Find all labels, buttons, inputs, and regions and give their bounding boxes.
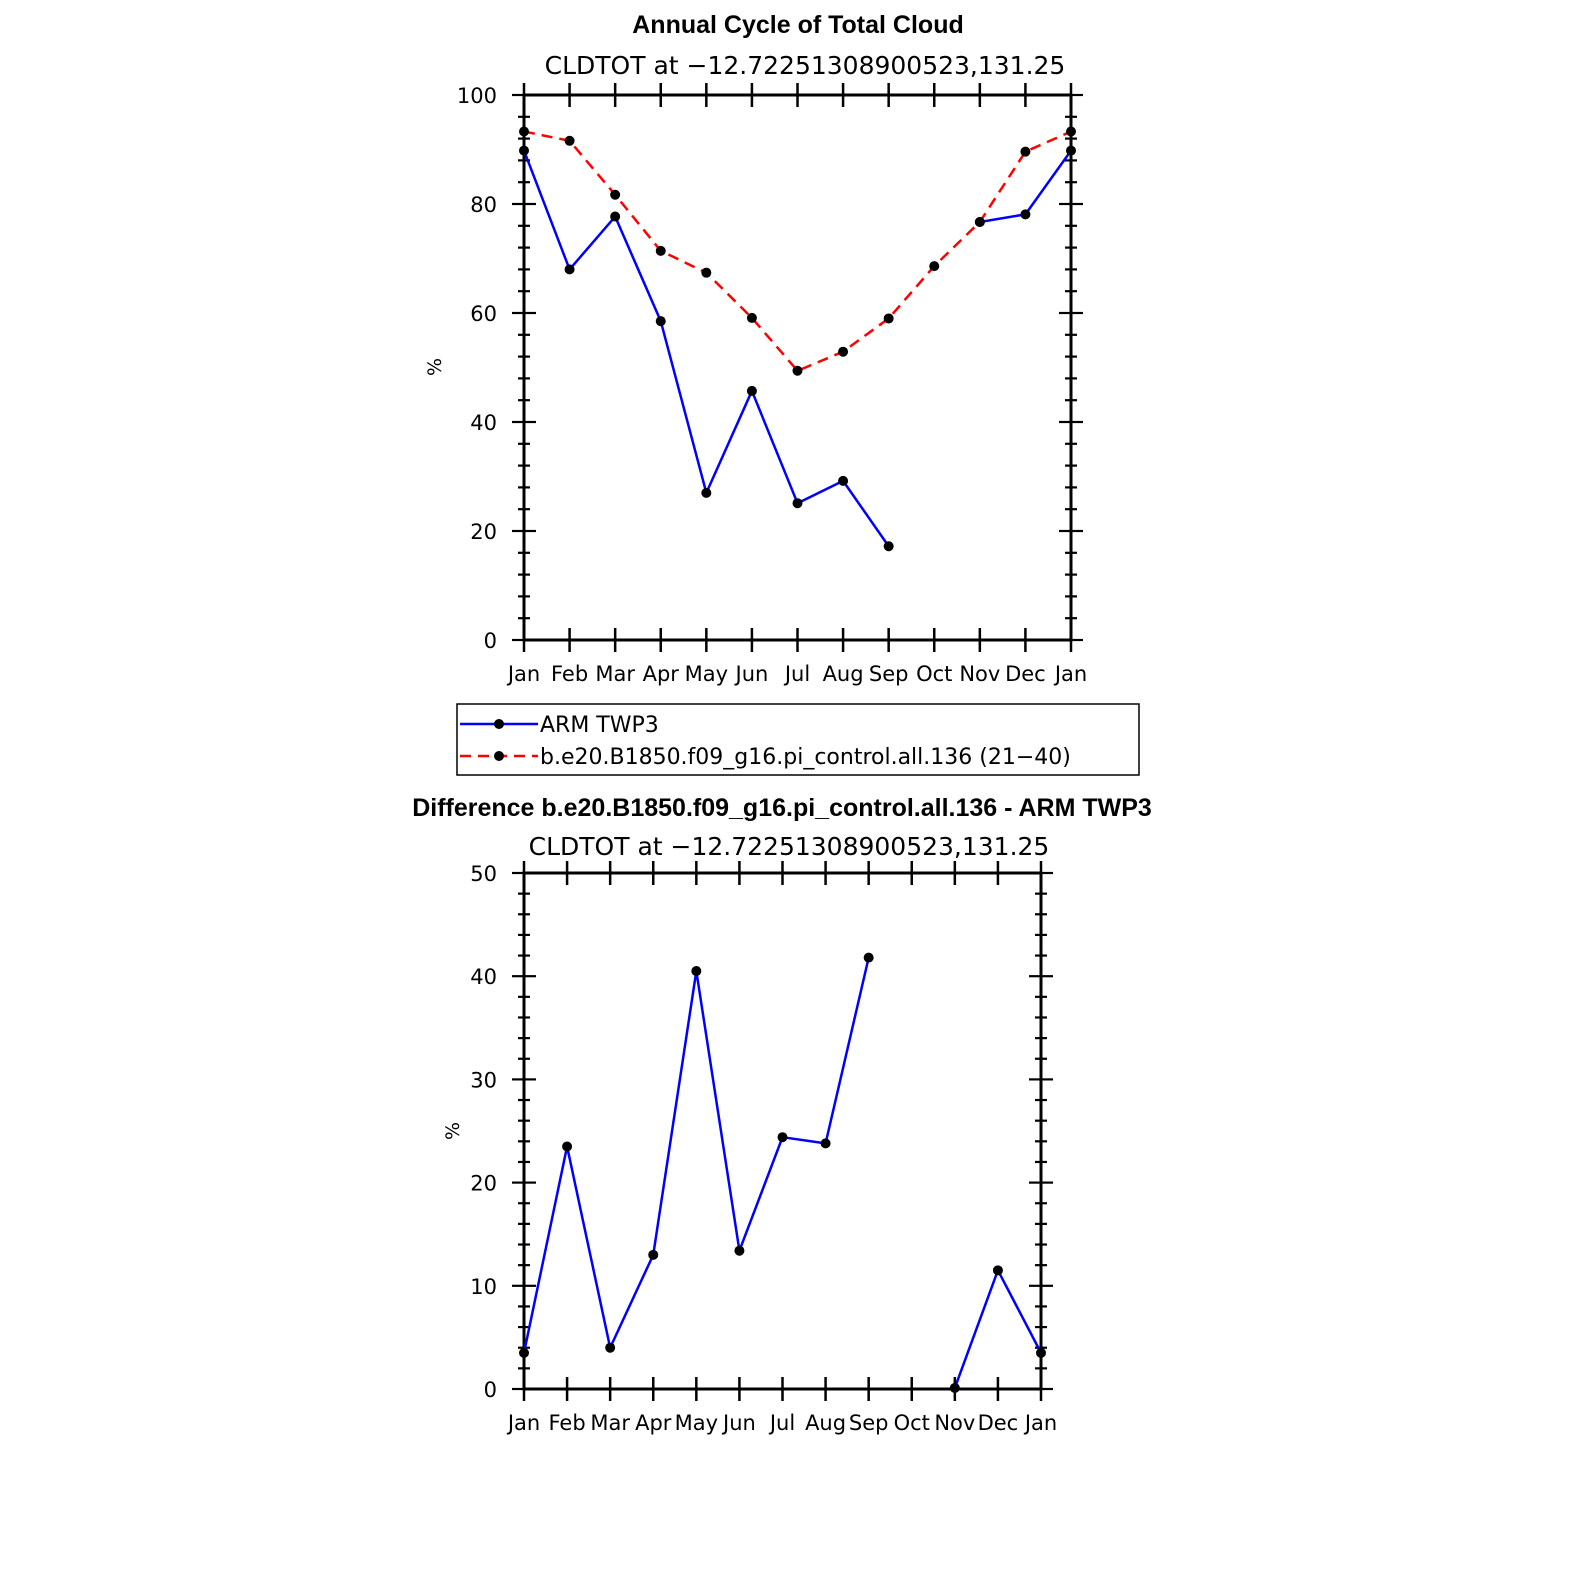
- y-tick-label: 100: [457, 84, 497, 108]
- chart-subtitle: CLDTOT at −12.72251308900523,131.25: [529, 832, 1050, 861]
- x-tick-label: Jan: [1053, 662, 1087, 686]
- series-point-0: [863, 952, 874, 963]
- series-point-0: [1036, 1347, 1046, 1358]
- series-point-0: [610, 211, 621, 222]
- series-point-1: [974, 216, 985, 227]
- x-tick-label: Mar: [590, 1411, 630, 1435]
- x-tick-label: Dec: [978, 1411, 1019, 1435]
- x-tick-label: Aug: [823, 662, 864, 686]
- series-point-0: [1066, 145, 1076, 156]
- legend-entry-arm: ARM TWP3: [460, 713, 659, 738]
- series-point-1: [564, 135, 575, 146]
- series-point-0: [734, 1245, 745, 1256]
- legend-label-model: b.e20.B1850.f09_g16.pi_control.all.136 (…: [540, 745, 1071, 770]
- series-point-0: [701, 487, 712, 498]
- legend: ARM TWP3 b.e20.B1850.f09_g16.pi_control.…: [456, 703, 1140, 776]
- y-tick-label: 20: [470, 520, 497, 544]
- y-axis-label: %: [424, 358, 446, 376]
- x-tick-label: May: [675, 1411, 718, 1435]
- difference-chart: Difference b.e20.B1850.f09_g16.pi_contro…: [412, 794, 1152, 1435]
- series-point-1: [701, 267, 712, 278]
- series-point-0: [519, 145, 529, 156]
- y-tick-label: 50: [470, 862, 497, 886]
- y-tick-label: 80: [470, 193, 497, 217]
- x-tick-label: Feb: [548, 1411, 585, 1435]
- legend-label-arm: ARM TWP3: [540, 713, 659, 738]
- series-point-1: [929, 261, 940, 272]
- x-tick-label: Feb: [551, 662, 588, 686]
- legend-marker-arm: [494, 719, 504, 729]
- y-axis-label: %: [442, 1122, 464, 1140]
- difference-plot-area: Jan Feb Mar Apr May Jun Jul Aug Sep Oct Nov Dec Jan0…: [470, 861, 1057, 1435]
- x-tick-label: Apr: [635, 1411, 672, 1435]
- x-tick-label: Mar: [595, 662, 635, 686]
- series-point-0: [746, 385, 757, 396]
- series-point-0: [838, 475, 849, 486]
- annual-cycle-chart: Annual Cycle of Total Cloud CLDTOT at −1…: [424, 11, 1087, 686]
- x-tick-label: Sep: [849, 1411, 889, 1435]
- y-tick-label: 40: [470, 965, 497, 989]
- chart-title: Difference b.e20.B1850.f09_g16.pi_contro…: [412, 794, 1152, 822]
- series-point-0: [820, 1138, 831, 1149]
- legend-box: [456, 703, 1140, 776]
- y-tick-label: 60: [470, 302, 497, 326]
- series-point-0: [655, 316, 666, 327]
- x-tick-label: Oct: [894, 1411, 930, 1435]
- series-point-0: [792, 498, 803, 509]
- series-line-0: [522, 150, 890, 547]
- x-tick-label: Apr: [643, 662, 680, 686]
- series-point-1: [610, 189, 621, 200]
- y-tick-label: 40: [470, 411, 497, 435]
- x-tick-label: Jul: [783, 662, 810, 686]
- x-tick-label: Jul: [768, 1411, 795, 1435]
- x-tick-label: Sep: [869, 662, 909, 686]
- x-tick-label: Jun: [721, 1411, 756, 1435]
- series-point-1: [746, 312, 757, 323]
- series-point-0: [992, 1265, 1003, 1276]
- series-point-0: [883, 541, 894, 552]
- chart-title: Annual Cycle of Total Cloud: [632, 11, 963, 39]
- y-tick-label: 0: [484, 1378, 497, 1402]
- x-tick-label: Jan: [506, 662, 540, 686]
- series-point-1: [838, 346, 849, 357]
- series-point-0: [691, 966, 702, 977]
- series-line-1: [523, 130, 1072, 373]
- series-point-1: [519, 126, 529, 137]
- series-point-0: [648, 1249, 659, 1260]
- chart-subtitle: CLDTOT at −12.72251308900523,131.25: [545, 51, 1066, 80]
- x-tick-label: Jun: [734, 662, 769, 686]
- x-tick-label: May: [685, 662, 728, 686]
- series-point-0: [564, 264, 575, 275]
- legend-marker-model: [494, 751, 504, 761]
- y-tick-label: 0: [484, 629, 497, 653]
- x-tick-label: Oct: [916, 662, 952, 686]
- series-point-0: [605, 1342, 616, 1353]
- series-point-0: [519, 1347, 529, 1358]
- series-point-0: [562, 1141, 573, 1152]
- x-tick-label: Nov: [934, 1411, 975, 1435]
- y-tick-label: 20: [470, 1172, 497, 1196]
- series-point-0: [949, 1382, 960, 1393]
- legend-entry-model: b.e20.B1850.f09_g16.pi_control.all.136 (…: [460, 745, 1071, 770]
- series-point-1: [1066, 126, 1076, 137]
- series-line-0: [522, 957, 870, 1354]
- x-tick-label: Jan: [1023, 1411, 1057, 1435]
- series-line-0: [953, 1269, 1043, 1389]
- x-tick-label: Dec: [1005, 662, 1046, 686]
- series-point-1: [792, 365, 803, 376]
- series-point-1: [655, 245, 666, 256]
- annual-cycle-plot-area: Jan Feb Mar Apr May Jun Jul Aug Sep Oct Nov Dec Jan 0…: [457, 83, 1087, 686]
- x-tick-label: Nov: [959, 662, 1000, 686]
- y-tick-label: 10: [470, 1275, 497, 1299]
- series-point-0: [777, 1132, 788, 1143]
- series-point-1: [1020, 146, 1031, 157]
- x-tick-label: Aug: [805, 1411, 846, 1435]
- series-point-0: [1020, 209, 1031, 220]
- series-point-1: [883, 313, 894, 324]
- x-tick-label: Jan: [506, 1411, 540, 1435]
- y-tick-label: 30: [470, 1068, 497, 1092]
